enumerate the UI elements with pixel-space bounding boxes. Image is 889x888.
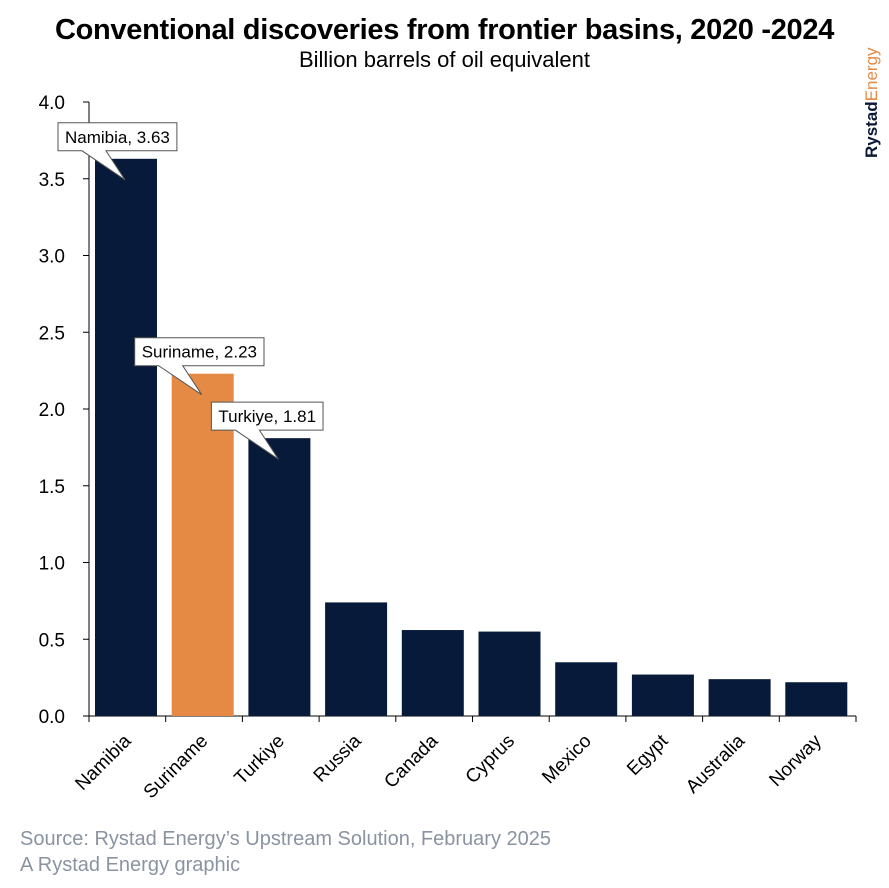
bar-russia — [325, 602, 388, 716]
chart-subtitle: Billion barrels of oil equivalent — [298, 47, 591, 72]
bar-canada — [401, 630, 464, 716]
x-tick-label: Namibia — [71, 730, 135, 794]
bar-suriname — [171, 373, 234, 716]
x-tick-label: Canada — [380, 730, 442, 792]
x-tick-label: Mexico — [538, 731, 595, 788]
bar-turkiye — [248, 438, 311, 716]
x-tick-label: Norway — [765, 730, 826, 791]
y-tick-label: 1.5 — [39, 477, 65, 498]
bar-australia — [708, 679, 771, 716]
bar-namibia — [95, 158, 157, 717]
bar-mexico — [555, 662, 618, 716]
y-tick-label: 3.5 — [39, 170, 65, 191]
y-tick-label: 2.5 — [39, 323, 65, 344]
callout-text: Namibia, 3.63 — [65, 128, 170, 147]
source-note: Source: Rystad Energy’s Upstream Solutio… — [20, 826, 551, 878]
x-tick-label: Suriname — [140, 731, 212, 803]
callout-box — [57, 122, 178, 181]
x-tick-label: Cyprus — [462, 731, 519, 788]
y-tick-label: 2.0 — [39, 400, 65, 421]
y-tick-label: 4.0 — [39, 93, 65, 114]
y-tick-label: 0.5 — [39, 630, 65, 651]
x-tick-label: Turkiye — [231, 731, 289, 789]
chart-title: Conventional discoveries from frontier b… — [54, 14, 835, 46]
bar-norway — [785, 682, 848, 716]
credit-line: A Rystad Energy graphic — [20, 854, 241, 876]
y-tick-label: 0.0 — [39, 707, 65, 728]
callout-text: Suriname, 2.23 — [142, 343, 257, 362]
y-tick-label: 1.0 — [39, 554, 65, 575]
callout-box — [134, 337, 265, 396]
x-tick-label: Egypt — [623, 730, 673, 780]
bar-egypt — [631, 674, 694, 716]
x-tick-label: Russia — [310, 730, 366, 786]
y-tick-label: 3.0 — [39, 247, 65, 268]
x-tick-label: Australia — [682, 730, 749, 797]
bar-cyprus — [478, 631, 541, 716]
callout-text: Turkiye, 1.81 — [218, 407, 316, 426]
source-line: Source: Rystad Energy’s Upstream Solutio… — [20, 828, 552, 850]
callout-box — [210, 401, 324, 460]
